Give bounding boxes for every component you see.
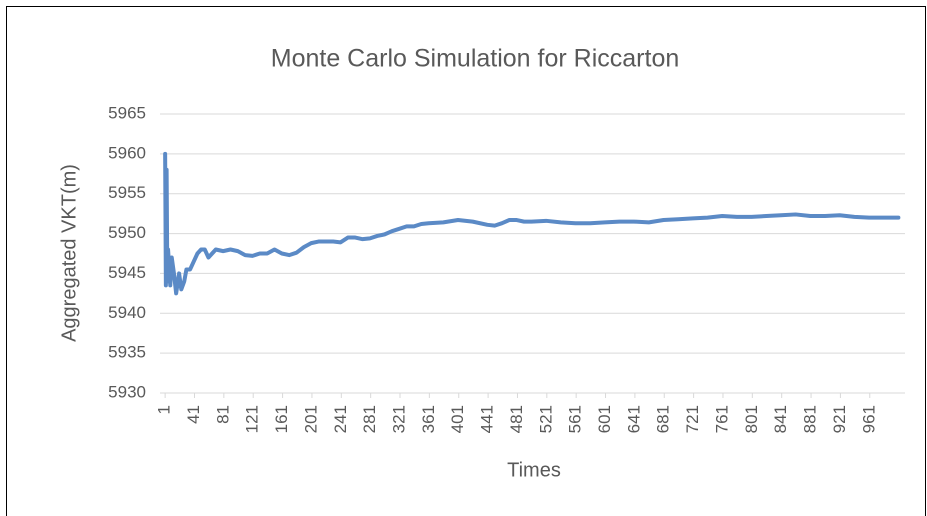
x-tick-label: 601: [595, 405, 614, 433]
x-tick-label: 801: [742, 405, 761, 433]
x-tick-label: 881: [801, 405, 820, 433]
x-tick-label: 521: [536, 405, 555, 433]
x-axis-label: Times: [507, 459, 561, 481]
x-tick-label: 721: [683, 405, 702, 433]
y-tick-label: 5950: [108, 223, 146, 242]
x-tick-label: 761: [712, 405, 731, 433]
x-tick-label: 201: [301, 405, 320, 433]
y-axis-label: Aggregated VKT(m): [58, 164, 80, 342]
x-tick-label: 281: [360, 405, 379, 433]
x-tick-label: 561: [566, 405, 585, 433]
y-tick-label: 5955: [108, 183, 146, 202]
data-line: [163, 151, 901, 296]
x-tick-label: 41: [184, 405, 203, 424]
x-tick-label: 961: [859, 405, 878, 433]
y-tick-label: 5940: [108, 303, 146, 322]
x-tick-label: 241: [331, 405, 350, 433]
y-tick-label: 5945: [108, 263, 146, 282]
x-tick-label: 481: [507, 405, 526, 433]
x-tick-label: 161: [272, 405, 291, 433]
y-tick-label: 5930: [108, 382, 146, 401]
x-tick-label: 841: [771, 405, 790, 433]
x-tick-label: 641: [624, 405, 643, 433]
x-tick-label: 441: [478, 405, 497, 433]
x-tick-label: 921: [830, 405, 849, 433]
x-tick-label: 81: [213, 405, 232, 424]
x-tick-label: 1: [155, 405, 174, 414]
x-tick-label: 361: [419, 405, 438, 433]
chart-frame: [6, 6, 926, 516]
x-tick-label: 121: [243, 405, 262, 433]
y-tick-label: 5935: [108, 343, 146, 362]
y-tick-label: 5960: [108, 143, 146, 162]
chart-title: Monte Carlo Simulation for Riccarton: [271, 45, 680, 73]
x-tick-label: 681: [654, 405, 673, 433]
y-tick-label: 5965: [108, 103, 146, 122]
x-tick-label: 321: [389, 405, 408, 433]
x-tick-label: 401: [448, 405, 467, 433]
